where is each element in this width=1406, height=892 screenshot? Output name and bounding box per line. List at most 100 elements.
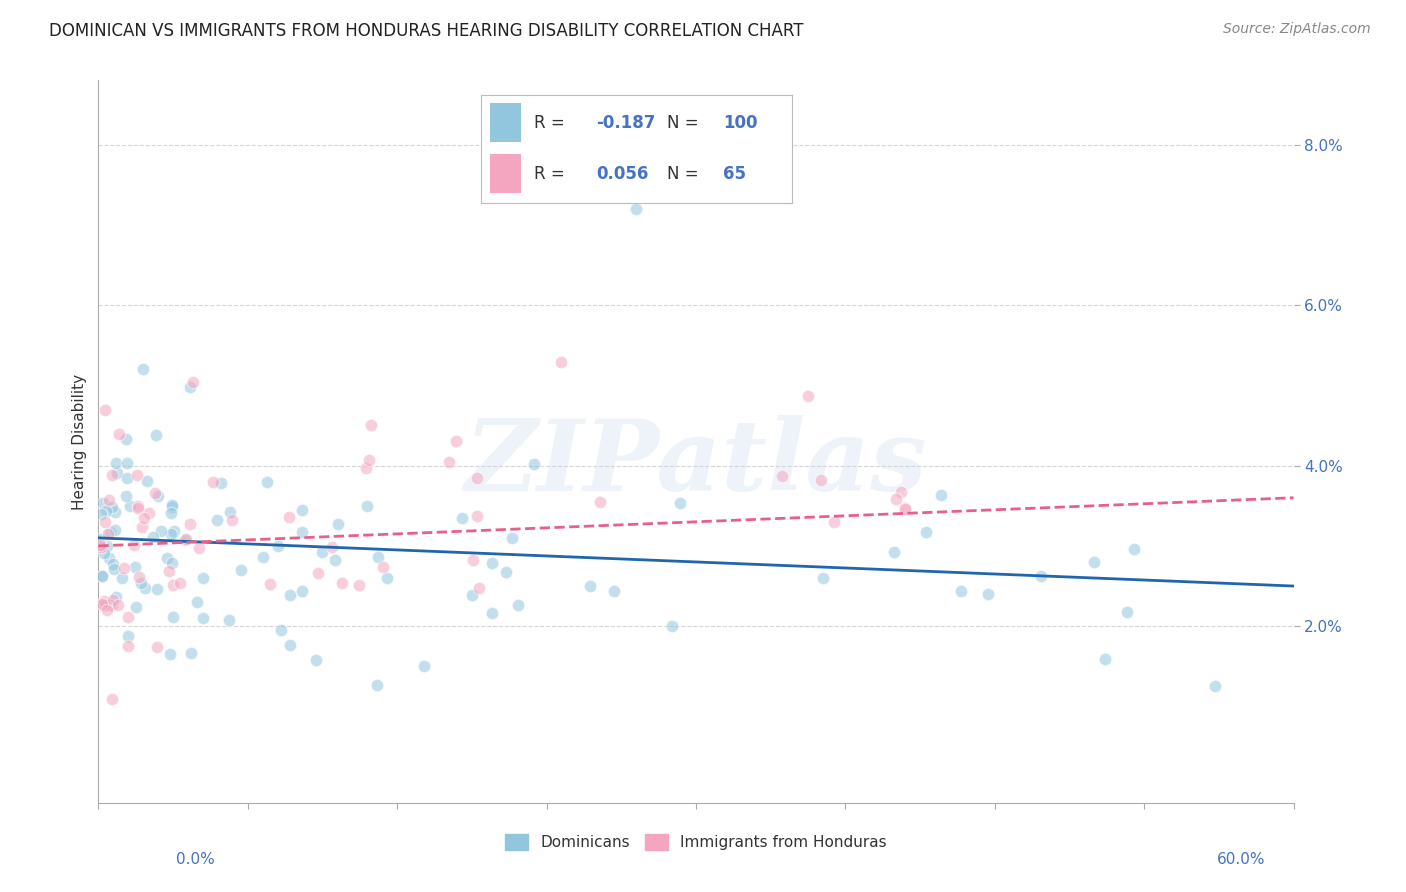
- Point: [111, 571, 134, 585]
- Point: [202, 475, 225, 489]
- Point: [93, 594, 115, 608]
- Point: [117, 639, 139, 653]
- Point: [209, 476, 232, 491]
- Point: [183, 375, 205, 389]
- Point: [91, 599, 114, 613]
- Point: [321, 540, 343, 554]
- Point: [252, 550, 274, 565]
- Point: [117, 456, 139, 470]
- Point: [107, 426, 129, 441]
- Point: [101, 598, 124, 612]
- Point: [461, 553, 484, 567]
- Point: [976, 587, 998, 601]
- Point: [103, 505, 125, 519]
- Point: [810, 473, 832, 487]
- Point: [132, 361, 155, 376]
- Point: [259, 577, 281, 591]
- Point: [1204, 680, 1226, 694]
- Text: 60.0%: 60.0%: [1218, 852, 1265, 867]
- Point: [311, 545, 333, 559]
- Point: [114, 560, 136, 574]
- Point: [501, 531, 523, 545]
- Point: [103, 558, 125, 572]
- Point: [91, 496, 114, 510]
- Point: [218, 613, 240, 627]
- Point: [103, 562, 125, 576]
- Point: [127, 500, 149, 515]
- Point: [145, 485, 167, 500]
- Point: [1094, 652, 1116, 666]
- Point: [191, 571, 214, 585]
- Point: [124, 559, 146, 574]
- Point: [101, 500, 124, 514]
- Point: [96, 540, 118, 554]
- Point: [330, 576, 353, 591]
- Point: [132, 511, 155, 525]
- Point: [136, 474, 159, 488]
- Point: [347, 578, 370, 592]
- Point: [914, 524, 936, 539]
- Text: 0.0%: 0.0%: [176, 852, 215, 867]
- Point: [115, 432, 138, 446]
- Point: [156, 551, 179, 566]
- Point: [770, 468, 793, 483]
- Point: [89, 532, 111, 546]
- Point: [229, 563, 252, 577]
- Point: [96, 603, 118, 617]
- Point: [128, 570, 150, 584]
- Text: ZIPatlas: ZIPatlas: [465, 415, 927, 511]
- Point: [91, 568, 114, 582]
- Point: [94, 403, 117, 417]
- Point: [100, 598, 122, 612]
- Point: [160, 500, 183, 514]
- Point: [186, 594, 208, 608]
- Point: [146, 489, 169, 503]
- Point: [91, 569, 114, 583]
- Point: [256, 475, 278, 490]
- Point: [118, 499, 141, 513]
- Point: [117, 471, 139, 485]
- Point: [129, 575, 152, 590]
- Point: [412, 659, 434, 673]
- Point: [174, 532, 197, 546]
- Point: [1115, 605, 1137, 619]
- Point: [603, 584, 626, 599]
- Point: [94, 599, 117, 613]
- Point: [359, 453, 381, 467]
- Point: [115, 489, 138, 503]
- Point: [162, 577, 184, 591]
- Point: [465, 470, 488, 484]
- Point: [373, 559, 395, 574]
- Point: [221, 513, 243, 527]
- Point: [90, 597, 112, 611]
- Point: [100, 524, 122, 539]
- Y-axis label: Hearing Disability: Hearing Disability: [72, 374, 87, 509]
- Point: [162, 557, 184, 571]
- Point: [444, 434, 467, 448]
- Point: [94, 515, 117, 529]
- Point: [145, 640, 167, 654]
- Point: [90, 507, 112, 521]
- Point: [550, 355, 572, 369]
- Point: [179, 380, 201, 394]
- Point: [278, 638, 301, 652]
- Point: [883, 545, 905, 559]
- Point: [451, 511, 474, 525]
- Point: [145, 428, 167, 442]
- Point: [105, 590, 128, 604]
- Point: [107, 599, 129, 613]
- Point: [97, 493, 120, 508]
- Point: [97, 551, 120, 566]
- Point: [823, 516, 845, 530]
- Point: [146, 582, 169, 596]
- Point: [811, 571, 834, 585]
- Point: [267, 539, 290, 553]
- Point: [101, 593, 124, 607]
- Point: [356, 499, 378, 513]
- Point: [117, 629, 139, 643]
- Point: [465, 508, 488, 523]
- Point: [277, 509, 299, 524]
- Point: [162, 610, 184, 624]
- Point: [117, 609, 139, 624]
- Point: [93, 546, 115, 560]
